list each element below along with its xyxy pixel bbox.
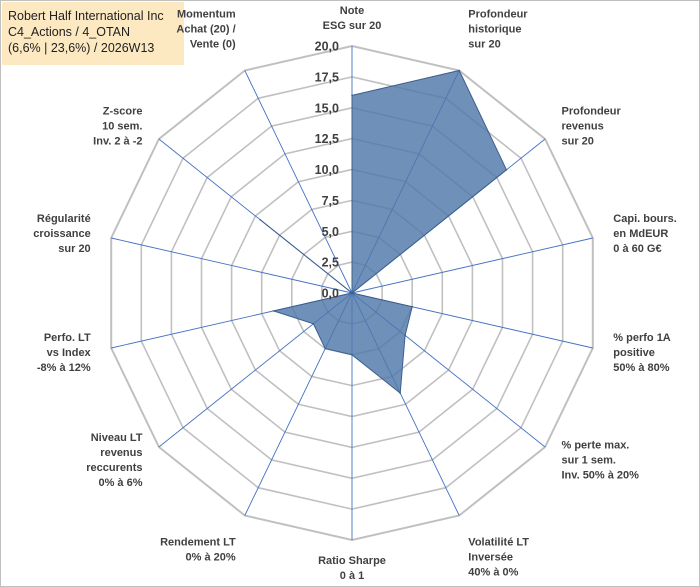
tick-label: 12,5 bbox=[315, 132, 339, 146]
axis-label-7: Ratio Sharpe 0 à 1 bbox=[318, 555, 386, 582]
tick-label: 0,0 bbox=[322, 287, 339, 301]
axis-label-line: sur 20 bbox=[562, 135, 594, 147]
data-point-8 bbox=[324, 347, 327, 350]
axis-label-6: Volatilité LT Inversée 40% à 0% bbox=[468, 537, 529, 579]
axis-label-line: vs Index bbox=[47, 347, 92, 359]
axis-label-4: % perfo 1A positive 50% à 80% bbox=[613, 332, 671, 374]
spoke-11 bbox=[111, 237, 353, 294]
axis-label-line: positive bbox=[613, 347, 655, 359]
data-point-13 bbox=[351, 292, 353, 294]
axis-label-line: Niveau LT bbox=[91, 432, 143, 444]
data-point-0 bbox=[351, 94, 353, 97]
axis-label-line: 0 à 60 G€ bbox=[613, 243, 661, 255]
axis-label-line: reccurents bbox=[86, 462, 142, 474]
axis-label-line: Vente (0) bbox=[190, 39, 236, 51]
axis-label-line: Inversée bbox=[468, 552, 513, 564]
spoke-3 bbox=[351, 237, 593, 294]
axis-label-12: Z-score 10 sem. Inv. 2 à -2 bbox=[93, 105, 142, 147]
axis-label-line: croissance bbox=[33, 228, 90, 240]
axis-label-line: Régularité bbox=[37, 213, 91, 225]
data-point-4 bbox=[411, 305, 414, 308]
radar-tick-labels: 0,0 2,5 5,0 7,5 10,0 12,5 15,0 17,5 20,0 bbox=[315, 40, 339, 301]
axis-label-line: -8% à 12% bbox=[37, 362, 91, 374]
tick-label: 5,0 bbox=[322, 225, 339, 239]
axis-label-13: Momentum Achat (20) / Vente (0) bbox=[176, 9, 236, 51]
axis-label-3: Capi. bours. en MdEUR 0 à 60 G€ bbox=[613, 213, 677, 255]
data-point-7 bbox=[351, 354, 353, 356]
axis-label-line: Profondeur bbox=[468, 9, 528, 21]
axis-label-line: historique bbox=[468, 24, 521, 36]
data-point-1 bbox=[458, 69, 461, 72]
tick-label: 7,5 bbox=[322, 194, 339, 208]
axis-label-line: Achat (20) / bbox=[176, 24, 235, 36]
radar-series bbox=[259, 69, 508, 395]
data-point-5 bbox=[404, 334, 406, 337]
tick-label: 10,0 bbox=[315, 163, 339, 177]
axis-label-line: Profondeur bbox=[562, 105, 622, 117]
axis-label-line: Momentum bbox=[177, 9, 236, 21]
axis-label-line: revenus bbox=[100, 447, 142, 459]
axis-label-line: en MdEUR bbox=[613, 228, 668, 240]
axis-label-line: Inv. 2 à -2 bbox=[93, 135, 142, 147]
axis-label-line: 0% à 20% bbox=[186, 552, 236, 564]
portfolio-label: C4_Actions / 4_OTAN bbox=[8, 25, 131, 39]
axis-label-line: ESG sur 20 bbox=[323, 20, 382, 32]
tick-label: 17,5 bbox=[315, 70, 339, 84]
tick-label: 2,5 bbox=[322, 256, 339, 270]
data-point-12 bbox=[259, 219, 262, 221]
axis-label-line: 0% à 6% bbox=[98, 477, 142, 489]
axis-label-2: Profondeur revenus sur 20 bbox=[562, 105, 622, 147]
axis-label-line: Inv. 50% à 20% bbox=[562, 470, 640, 482]
axis-label-line: % perte max. bbox=[562, 440, 630, 452]
spoke-13 bbox=[244, 70, 353, 294]
axis-label-line: Note bbox=[340, 5, 364, 17]
axis-label-line: 50% à 80% bbox=[613, 362, 669, 374]
data-point-6 bbox=[399, 392, 402, 394]
radar-axis-labels: Note ESG sur 20 Profondeur historique sur 20… bbox=[33, 5, 677, 582]
axis-label-line: sur 20 bbox=[468, 39, 500, 51]
axis-label-0: Note ESG sur 20 bbox=[323, 5, 382, 32]
axis-label-1: Profondeur historique sur 20 bbox=[468, 9, 528, 51]
axis-label-line: 10 sem. bbox=[102, 120, 142, 132]
axis-label-line: % perfo 1A bbox=[613, 332, 671, 344]
data-point-2 bbox=[505, 169, 508, 171]
axis-label-line: Ratio Sharpe bbox=[318, 555, 386, 567]
series-area-0 bbox=[259, 69, 508, 395]
axis-label-line: 0 à 1 bbox=[340, 570, 364, 582]
axis-label-line: 40% à 0% bbox=[468, 567, 518, 579]
axis-label-line: revenus bbox=[562, 120, 604, 132]
tick-label: 15,0 bbox=[315, 101, 339, 115]
tick-label: 20,0 bbox=[315, 40, 339, 54]
chart-title-box: Robert Half International Inc C4_Actions… bbox=[2, 2, 184, 65]
data-point-9 bbox=[312, 323, 315, 325]
axis-label-line: Capi. bours. bbox=[613, 213, 677, 225]
axis-label-5: % perte max. sur 1 sem. Inv. 50% à 20% bbox=[562, 440, 640, 482]
axis-label-9: Niveau LT revenus reccurents 0% à 6% bbox=[86, 432, 143, 489]
axis-label-11: Régularité croissance sur 20 bbox=[33, 213, 90, 255]
data-point-10 bbox=[272, 310, 275, 312]
axis-label-line: Volatilité LT bbox=[468, 537, 529, 549]
axis-label-10: Perfo. LT vs Index -8% à 12% bbox=[37, 332, 92, 374]
axis-label-line: Rendement LT bbox=[160, 537, 236, 549]
axis-label-8: Rendement LT 0% à 20% bbox=[160, 537, 236, 564]
axis-label-line: Perfo. LT bbox=[44, 332, 91, 344]
axis-label-line: sur 1 sem. bbox=[562, 455, 616, 467]
company-name: Robert Half International Inc bbox=[8, 9, 164, 23]
axis-label-line: Z-score bbox=[103, 105, 143, 117]
period-label: (6,6% | 23,6%) / 2026W13 bbox=[8, 41, 155, 55]
axis-label-line: sur 20 bbox=[58, 243, 90, 255]
